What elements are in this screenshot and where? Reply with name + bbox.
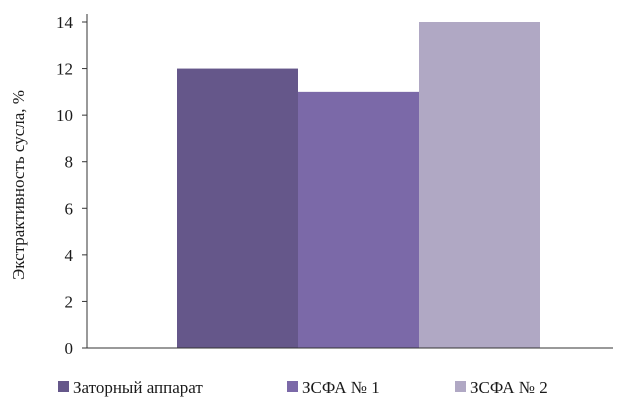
- y-tick-label: 4: [65, 246, 74, 265]
- y-tick-label: 12: [56, 60, 73, 79]
- legend-swatch: [287, 381, 298, 392]
- legend-label: Заторный аппарат: [73, 378, 203, 397]
- y-tick-label: 0: [65, 339, 74, 358]
- bars: [177, 22, 540, 349]
- legend-label: ЗСФА № 2: [470, 378, 548, 397]
- y-tick-label: 2: [65, 292, 74, 311]
- y-tick-label: 6: [65, 199, 74, 218]
- bar-2: [298, 91, 419, 348]
- bar-1: [177, 68, 298, 349]
- y-axis-title: Экстрактивность сусла, %: [9, 90, 28, 280]
- legend: Заторный аппарат ЗСФА № 1 ЗСФА № 2: [58, 378, 548, 397]
- bar-3: [419, 22, 540, 348]
- y-tick-label: 14: [56, 13, 74, 32]
- legend-swatch: [58, 381, 69, 392]
- y-tick-label: 10: [56, 106, 73, 125]
- legend-swatch: [455, 381, 466, 392]
- y-tick-label: 8: [65, 153, 74, 172]
- legend-item-1: Заторный аппарат: [58, 378, 203, 397]
- legend-item-3: ЗСФА № 2: [455, 378, 548, 397]
- legend-item-2: ЗСФА № 1: [287, 378, 380, 397]
- legend-label: ЗСФА № 1: [302, 378, 380, 397]
- y-axis-ticks: 0 2 4 6 8 10 12 14: [56, 13, 87, 358]
